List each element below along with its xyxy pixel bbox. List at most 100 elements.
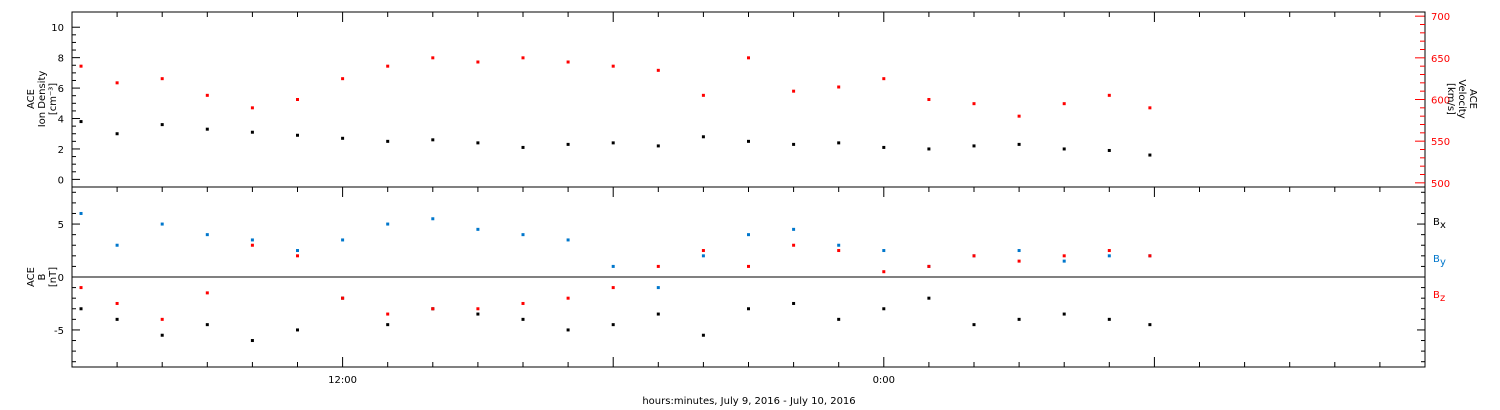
data-point — [701, 333, 705, 337]
data-point — [296, 133, 299, 137]
data-point — [566, 328, 570, 332]
b-tick-label: -5 — [54, 326, 64, 337]
data-point — [296, 98, 299, 101]
data-point — [341, 136, 345, 140]
data-point — [1148, 153, 1152, 157]
data-point — [656, 264, 660, 268]
data-point — [656, 144, 660, 148]
data-point — [296, 249, 299, 253]
data-point — [476, 312, 480, 316]
data-point — [656, 286, 660, 290]
x-tick-label: 12:00 — [328, 375, 357, 386]
data-point — [882, 249, 886, 253]
b-axis-label-line3: [nT] — [48, 267, 59, 287]
data-point — [882, 145, 886, 149]
density-axis-label-line1: ACE — [26, 89, 37, 109]
data-point — [1148, 323, 1152, 327]
x-tick-label: 0:00 — [873, 375, 895, 386]
data-point — [972, 323, 976, 327]
data-point — [837, 141, 841, 145]
data-point — [1062, 147, 1066, 151]
velocity-tick-label: 700 — [1431, 12, 1450, 23]
legend-bx-sub: x — [1440, 220, 1446, 231]
data-point — [701, 93, 705, 97]
data-point — [386, 222, 390, 226]
data-point — [115, 301, 119, 305]
data-point — [1148, 254, 1152, 258]
velocity-tick-label: 600 — [1431, 96, 1450, 107]
data-point — [476, 307, 480, 311]
density-tick-label: 2 — [58, 145, 64, 156]
data-point — [250, 106, 254, 110]
data-point — [521, 233, 525, 237]
density-axis-label-line2: Ion Density — [37, 71, 48, 128]
velocity-axis-label-line3: [km/s] — [1445, 83, 1456, 115]
data-point — [160, 333, 164, 337]
data-point — [341, 238, 345, 242]
b-tick-label: 5 — [58, 220, 64, 231]
data-point — [837, 85, 841, 89]
data-point — [431, 56, 435, 60]
data-point — [1017, 142, 1021, 146]
data-point — [341, 77, 345, 81]
velocity-tick-label: 650 — [1431, 54, 1450, 65]
data-point — [160, 123, 164, 127]
data-point — [79, 307, 83, 311]
b-tick-label: 0 — [58, 273, 64, 284]
data-point — [386, 139, 390, 143]
data-point — [1107, 148, 1111, 152]
bottom-panel-points — [79, 211, 1152, 343]
data-point — [1017, 114, 1021, 118]
data-point — [701, 135, 705, 139]
top-panel-points — [79, 56, 1152, 157]
b-axis-label-line2: B — [37, 273, 48, 280]
top-panel-frame — [71, 11, 1426, 188]
data-point — [205, 93, 209, 97]
legend-bz-name: B — [1433, 290, 1440, 301]
density-tick-label: 0 — [58, 175, 64, 186]
data-point — [521, 301, 525, 305]
data-point — [566, 142, 570, 146]
data-point — [656, 68, 660, 72]
velocity-axis-label-line1: ACE — [1467, 89, 1478, 109]
legend-bx-name: B — [1433, 217, 1440, 228]
data-point — [521, 56, 525, 60]
data-point — [882, 270, 886, 274]
data-point — [927, 264, 931, 268]
legend-bz-sub: z — [1440, 293, 1445, 304]
data-point — [747, 233, 750, 237]
data-point — [341, 296, 345, 300]
data-point — [747, 307, 750, 311]
data-point — [431, 138, 435, 142]
data-point — [972, 254, 976, 258]
data-point — [927, 296, 931, 300]
density-tick-label: 10 — [51, 23, 64, 34]
data-point — [701, 249, 705, 253]
data-point — [386, 64, 390, 68]
data-point — [79, 120, 83, 124]
data-point — [296, 328, 299, 332]
data-point — [566, 296, 570, 300]
legend-by-name: B — [1433, 254, 1440, 265]
data-point — [160, 317, 164, 321]
data-point — [386, 323, 390, 327]
data-point — [972, 144, 976, 148]
density-axis-label-line3: [cm⁻³] — [48, 83, 59, 115]
density-tick-label: 4 — [58, 115, 64, 126]
data-point — [79, 64, 83, 68]
data-point — [701, 254, 705, 258]
data-point — [115, 243, 119, 247]
legend-bz: B z — [1433, 290, 1445, 304]
data-point — [611, 323, 615, 327]
data-point — [1017, 249, 1021, 253]
data-point — [837, 249, 841, 253]
velocity-axis-label-line2: Velocity — [1456, 79, 1467, 118]
data-point — [250, 243, 254, 247]
data-point — [747, 264, 750, 268]
data-point — [927, 98, 931, 101]
data-point — [205, 233, 209, 237]
data-point — [476, 141, 480, 145]
data-point — [476, 227, 480, 231]
data-point — [927, 147, 931, 151]
